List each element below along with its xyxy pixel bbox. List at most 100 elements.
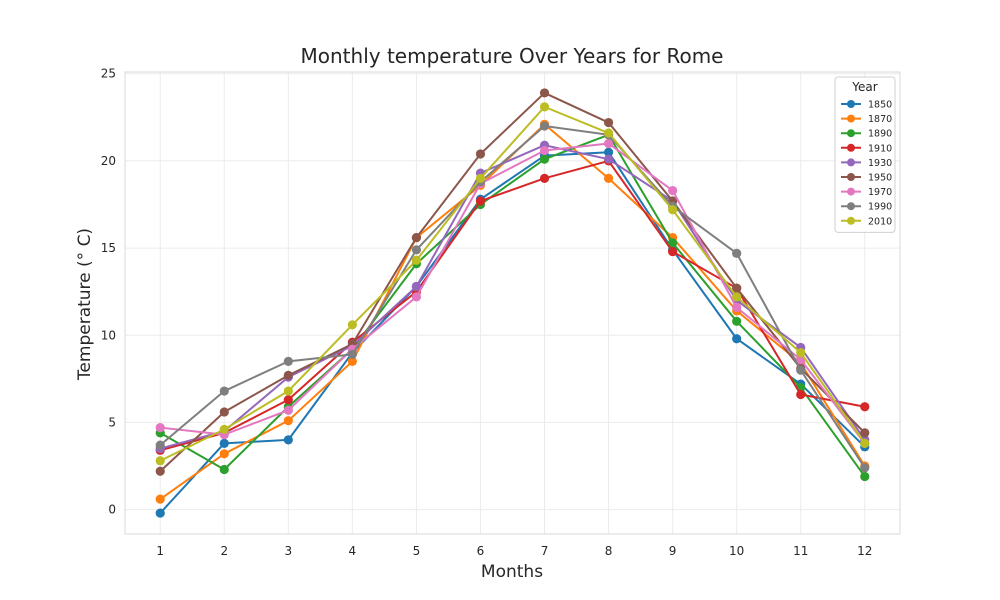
x-tick-label: 2 — [220, 544, 228, 558]
legend-marker — [847, 114, 855, 123]
legend-marker — [847, 173, 855, 181]
legend: Year 1850 1870 1890 1910 1930 1950 1970 1990 2010 — [834, 76, 896, 233]
x-tick-label: 4 — [349, 544, 357, 558]
legend-item-1930: 1930 — [841, 158, 892, 169]
legend-item-1950: 1950 — [841, 173, 892, 184]
legend-label: 1850 — [868, 100, 892, 111]
series-line — [159, 151, 866, 514]
data-point — [603, 128, 614, 138]
data-point — [603, 173, 614, 183]
data-point — [411, 281, 422, 292]
data-point — [603, 154, 614, 164]
data-point — [283, 395, 293, 405]
legend-marker — [847, 216, 855, 225]
data-point — [603, 147, 614, 157]
data-point — [411, 245, 422, 255]
data-point — [668, 238, 678, 248]
x-tick-label: 8 — [605, 544, 613, 558]
series-line — [159, 133, 866, 478]
x-tick-label: 9 — [669, 544, 677, 558]
series-line — [159, 105, 866, 462]
series-line — [159, 91, 866, 472]
x-tick-label: 6 — [477, 544, 485, 558]
data-point — [283, 416, 293, 426]
y-tick-label: 0 — [108, 503, 116, 517]
y-tick-label: 25 — [101, 67, 116, 81]
legend-label: 2010 — [868, 216, 892, 227]
data-point — [796, 348, 806, 358]
legend-label: 1910 — [868, 143, 892, 154]
data-point — [796, 365, 806, 375]
data-point — [219, 464, 229, 475]
data-point — [283, 405, 293, 415]
data-point — [860, 463, 870, 473]
y-tick-label: 5 — [108, 415, 116, 429]
legend-item-1910: 1910 — [841, 143, 892, 154]
data-point — [732, 248, 742, 258]
data-point — [539, 102, 550, 112]
x-axis-label: Months — [481, 562, 543, 582]
data-point — [539, 173, 550, 183]
plot-area-frame — [124, 71, 901, 535]
legend-marker — [847, 158, 855, 167]
legend-marker — [847, 143, 855, 152]
data-point — [347, 356, 357, 367]
data-point — [539, 145, 550, 156]
data-point — [539, 121, 550, 131]
x-tick-label: 5 — [413, 544, 421, 558]
series-line — [159, 144, 866, 450]
data-point — [155, 423, 165, 433]
data-point — [283, 356, 293, 367]
y-tick-label: 10 — [101, 328, 116, 342]
series-group — [155, 88, 870, 518]
data-point — [732, 292, 742, 302]
data-point — [668, 205, 678, 215]
data-point — [347, 320, 357, 330]
data-point — [155, 508, 165, 518]
data-point — [860, 471, 870, 482]
data-point — [155, 440, 165, 450]
legend-item-2010: 2010 — [841, 216, 892, 227]
legend-marker — [847, 129, 855, 138]
data-point — [475, 149, 486, 159]
data-point — [283, 435, 293, 445]
data-point — [155, 494, 165, 504]
data-point — [475, 196, 486, 206]
legend-marker — [847, 202, 855, 211]
data-point — [475, 173, 486, 183]
data-point — [732, 302, 742, 312]
data-point — [411, 233, 422, 243]
legend-item-1970: 1970 — [841, 187, 892, 198]
legend-label: 1950 — [868, 173, 892, 184]
data-point — [283, 370, 293, 380]
data-point — [411, 292, 422, 302]
x-tick-label: 11 — [793, 544, 808, 558]
legend-label: 1930 — [868, 158, 892, 169]
x-tick-label: 7 — [541, 544, 549, 558]
data-point — [860, 428, 870, 438]
data-point — [539, 154, 550, 164]
x-tick-label: 10 — [729, 544, 744, 558]
legend-item-1990: 1990 — [841, 202, 892, 213]
data-point — [155, 456, 165, 466]
data-point — [219, 424, 229, 434]
x-tick-label: 3 — [285, 544, 293, 558]
data-point — [860, 402, 870, 412]
x-tick-label: 1 — [156, 544, 164, 558]
data-point — [732, 283, 742, 293]
x-tick-label: 12 — [857, 544, 872, 558]
legend-label: 1890 — [868, 129, 892, 140]
data-point — [539, 88, 550, 98]
data-point — [603, 138, 614, 149]
legend-item-1890: 1890 — [841, 129, 892, 140]
data-point — [155, 466, 165, 476]
data-point — [668, 185, 678, 196]
data-point — [347, 349, 357, 360]
series-line — [160, 142, 866, 444]
legend-marker — [847, 187, 855, 196]
data-point — [603, 117, 614, 128]
chart-title: Monthly temperature Over Years for Rome — [301, 44, 724, 68]
